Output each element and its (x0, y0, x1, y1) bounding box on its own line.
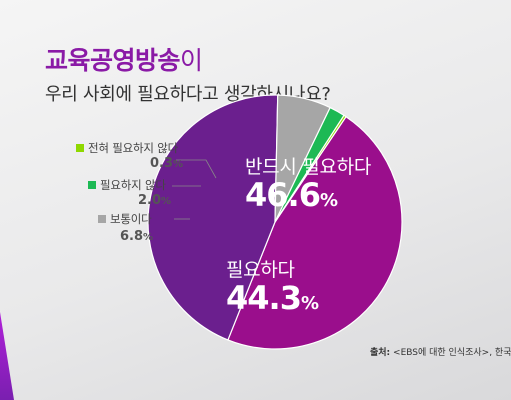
legend-value-not-needed: 2.0% (138, 193, 172, 208)
leader-line-not-at-all (176, 159, 217, 179)
slice-essential (227, 115, 403, 350)
legend-label-not-needed: 필요하지 않다 (88, 177, 166, 193)
slice-value-needed: 44.3% (226, 279, 319, 317)
slice-value-essential: 46.6% (245, 176, 338, 214)
title-main: 교육공영방송 (45, 46, 181, 75)
legend-label-neutral: 보통이다 (98, 211, 152, 227)
legend-swatch-not-at-all (76, 144, 84, 152)
legend-value-neutral: 6.8% (120, 229, 154, 244)
slice-name-needed: 필요하다 (226, 259, 295, 281)
legend-value-not-at-all: 0.3% (150, 156, 184, 171)
legend-label-not-at-all: 전혀 필요하지 않다 (76, 140, 178, 156)
slice-label-essential: 반드시 필요하다 46.6% (245, 152, 371, 213)
title-suffix: 이 (180, 46, 203, 75)
slice-not-at-all (274, 114, 347, 223)
legend-swatch-neutral (98, 215, 106, 223)
slice-needed (147, 94, 279, 341)
source-note: 출처: <EBS에 대한 인식조사>, 한국리 (370, 348, 511, 358)
chart-title: 교육공영방송이 (45, 41, 203, 77)
slice-label-needed: 필요하다 44.3% (226, 255, 319, 317)
slice-name-essential: 반드시 필요하다 (245, 156, 372, 178)
legend-swatch-not-needed (88, 181, 96, 189)
